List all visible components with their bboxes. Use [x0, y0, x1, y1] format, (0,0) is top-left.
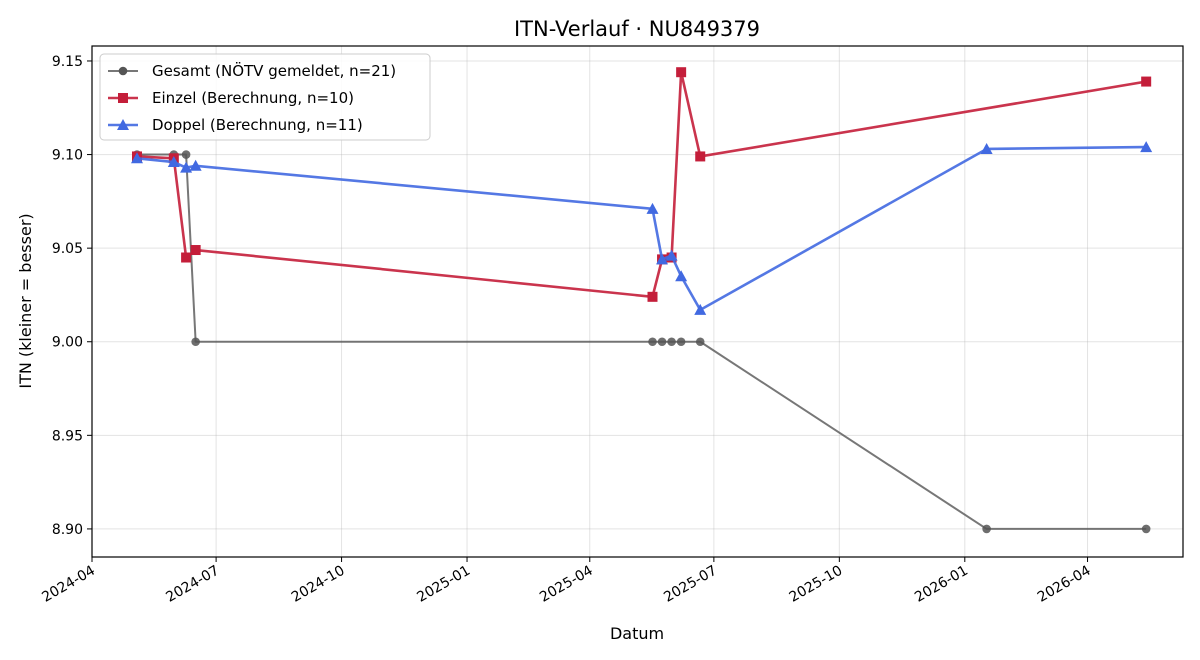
data-point-doppel: [189, 159, 202, 171]
data-point-einzel: [695, 151, 706, 162]
data-point-einzel: [676, 67, 687, 78]
data-point-doppel: [1140, 141, 1153, 153]
data-point-einzel: [647, 291, 658, 302]
legend-label: Gesamt (NÖTV gemeldet, n=21): [152, 61, 396, 80]
series-doppel: [131, 141, 1153, 315]
legend-marker-swatch: [117, 119, 129, 130]
x-tick-label: 2026-04: [1035, 563, 1094, 606]
x-tick-label: 2024-07: [163, 563, 222, 606]
legend-item-einzel: Einzel (Berechnung, n=10): [108, 89, 354, 107]
data-point-doppel: [694, 303, 707, 315]
data-point-doppel: [180, 161, 193, 173]
x-axis-label: Datum: [610, 624, 664, 643]
x-tick-label: 2024-04: [39, 563, 98, 606]
series-line-doppel: [136, 145, 1147, 312]
y-tick-label: 9.10: [52, 148, 83, 164]
data-point-gesamt: [695, 337, 705, 347]
y-axis-ticks: 8.90 8.95 9.00 9.05 9.10 9.15: [52, 54, 92, 538]
y-tick-label: 9.00: [52, 335, 83, 351]
data-point-gesamt: [676, 337, 686, 347]
data-point-einzel: [1141, 76, 1152, 87]
data-point-doppel: [167, 156, 180, 168]
data-point-doppel: [131, 152, 144, 164]
data-point-einzel: [181, 252, 192, 263]
x-tick-label: 2025-10: [787, 563, 846, 606]
x-tick-label: 2026-01: [912, 563, 971, 606]
legend-label: Doppel (Berechnung, n=11): [152, 116, 363, 134]
data-point-doppel: [980, 142, 993, 154]
series-lines: [131, 67, 1153, 534]
y-tick-label: 9.15: [52, 54, 83, 70]
legend-box: [99, 53, 431, 141]
x-tick-label: 2025-04: [537, 563, 596, 606]
data-point-doppel: [675, 270, 688, 282]
data-point-einzel: [190, 245, 201, 256]
y-tick-label: 8.95: [52, 428, 83, 444]
plot-area-frame: [91, 45, 1184, 558]
legend-item-gesamt: Gesamt (NÖTV gemeldet, n=21): [108, 61, 396, 80]
legend-label: Einzel (Berechnung, n=10): [152, 89, 354, 107]
x-tick-label: 2025-07: [661, 563, 720, 606]
legend-marker-swatch: [118, 66, 128, 76]
series-line-einzel: [136, 70, 1147, 299]
data-point-gesamt: [191, 337, 200, 347]
x-axis-ticks: 2024-04 2024-07 2024-10 2025-01 2025-04 2025-…: [39, 557, 1094, 606]
y-tick-label: 8.90: [52, 522, 83, 538]
chart-title: ITN-Verlauf · NU849379: [514, 17, 760, 41]
y-axis-label: ITN (kleiner = besser): [16, 213, 35, 388]
legend-item-doppel: Doppel (Berechnung, n=11): [108, 116, 363, 134]
legend-marker-swatch: [118, 93, 128, 103]
data-point-gesamt: [667, 337, 676, 347]
x-tick-label: 2025-01: [414, 563, 473, 606]
data-point-doppel: [656, 253, 669, 265]
data-point-doppel: [665, 249, 678, 261]
data-point-gesamt: [181, 150, 191, 159]
data-point-gesamt: [982, 524, 991, 534]
data-point-gesamt: [1141, 524, 1151, 534]
data-point-gesamt: [648, 337, 657, 347]
y-tick-label: 9.05: [52, 241, 83, 257]
legend: Gesamt (NÖTV gemeldet, n=21) Einzel (Bere…: [99, 53, 431, 141]
data-point-gesamt: [657, 337, 667, 347]
data-point-doppel: [646, 202, 659, 214]
x-tick-label: 2024-10: [289, 563, 348, 606]
